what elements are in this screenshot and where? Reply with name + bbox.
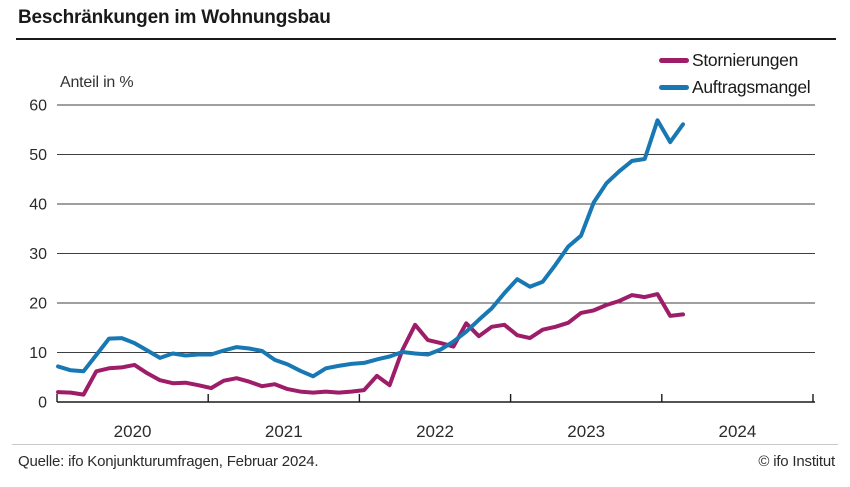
y-tick-label-20: 20 (29, 296, 47, 313)
stornierungen-line-swatch (659, 58, 689, 63)
legend-label-stornierungen: Stornierungen (692, 50, 799, 70)
legend-label-auftragsmangel: Auftragsmangel (692, 77, 811, 97)
source-note: Quelle: ifo Konjunkturumfragen, Februar … (18, 453, 319, 470)
x-year-label-2021: 2021 (265, 422, 303, 441)
stornierungen-line (56, 292, 685, 397)
copyright-note: © ifo Institut (758, 453, 835, 470)
y-tick-label-50: 50 (29, 147, 47, 164)
x-year-label-2022: 2022 (416, 422, 454, 441)
y-axis-unit-label: Anteil in % (60, 74, 134, 91)
x-year-label-2020: 2020 (114, 422, 152, 441)
y-tick-label-30: 30 (29, 246, 47, 263)
chart-title: Beschränkungen im Wohnungsbau (18, 7, 331, 28)
auftragsmangel-line (56, 118, 685, 379)
x-year-label-2023: 2023 (567, 422, 605, 441)
title-rule (16, 38, 836, 40)
footer-rule (12, 444, 838, 445)
y-tick-label-40: 40 (29, 197, 47, 214)
footer: Quelle: ifo Konjunkturumfragen, Februar … (18, 453, 835, 470)
y-tick-label-10: 10 (29, 345, 47, 362)
legend-item-auftragsmangel: Auftragsmangel (659, 74, 811, 101)
x-year-label-2024: 2024 (718, 422, 756, 441)
auftragsmangel-line-swatch (659, 85, 689, 90)
y-tick-label-0: 0 (38, 395, 47, 412)
legend: Stornierungen Auftragsmangel (659, 47, 811, 101)
y-tick-label-60: 60 (29, 98, 47, 115)
legend-item-stornierungen: Stornierungen (659, 47, 810, 74)
